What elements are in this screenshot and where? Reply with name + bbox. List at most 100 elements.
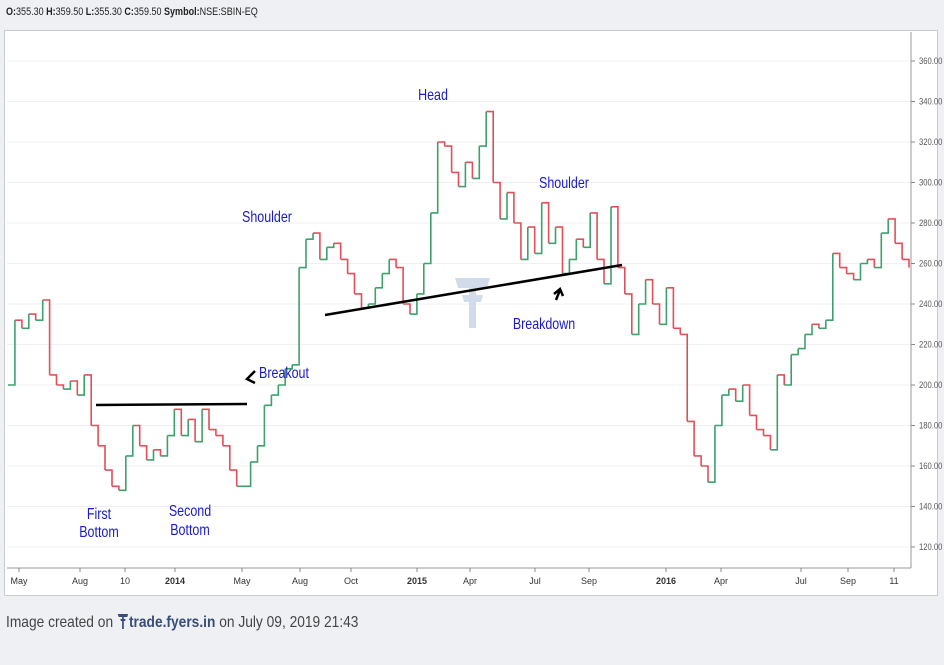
price-step — [673, 327, 682, 335]
second-bottom-label-line2: Bottom — [170, 522, 209, 540]
left-shoulder-label: Shoulder — [242, 209, 292, 227]
price-step — [812, 323, 820, 329]
price-step — [770, 374, 779, 451]
y-tick-label: 280.00 — [919, 217, 943, 228]
price-step — [125, 425, 134, 457]
price-step — [507, 191, 515, 223]
price-step — [382, 259, 390, 275]
price-step — [749, 414, 758, 430]
price-step — [798, 334, 806, 350]
price-step — [617, 266, 626, 294]
price-step — [784, 354, 792, 386]
price-step — [735, 385, 744, 402]
x-tick-label: Aug — [292, 576, 308, 586]
head-label: Head — [418, 87, 448, 105]
x-tick-label: 11 — [889, 576, 898, 586]
price-step — [763, 434, 772, 450]
price-step — [98, 445, 106, 471]
price-step — [791, 348, 799, 356]
breakout-label: Breakout — [259, 365, 309, 383]
price-step — [500, 192, 508, 220]
price-step — [818, 320, 827, 330]
price-step — [846, 272, 855, 280]
close-label: C: — [124, 6, 134, 18]
x-tick-label: 10 — [120, 576, 130, 586]
first-bottom-label-line2: Bottom — [79, 524, 118, 542]
price-step — [645, 278, 654, 304]
open-label: O: — [6, 6, 17, 18]
y-tick-label: 360.00 — [919, 55, 943, 66]
price-step — [257, 405, 266, 447]
y-tick-label: 140.00 — [919, 501, 943, 512]
price-step — [56, 384, 65, 390]
price-step — [825, 253, 834, 321]
price-step — [132, 424, 141, 446]
price-step — [708, 425, 716, 483]
y-tick-label: 340.00 — [919, 96, 943, 107]
price-step — [611, 206, 619, 268]
price-step — [895, 242, 903, 260]
price-step — [465, 161, 474, 179]
price-step — [874, 233, 883, 269]
x-tick-label: 2016 — [656, 576, 676, 586]
high-value: 359.50 — [55, 6, 84, 18]
price-step — [278, 368, 286, 386]
price-step — [389, 258, 397, 268]
price-step — [756, 428, 765, 436]
price-step — [583, 212, 591, 249]
y-tick-label: 220.00 — [919, 339, 943, 350]
price-step — [77, 374, 85, 396]
price-step — [28, 313, 37, 321]
price-step — [458, 162, 467, 188]
footer-brand: trade.fyers.in — [128, 614, 216, 631]
x-tick-label: Apr — [714, 576, 728, 586]
price-step — [91, 424, 99, 446]
price-step — [167, 409, 176, 437]
price-step — [250, 445, 259, 463]
price-step — [139, 445, 148, 460]
price-step — [430, 142, 439, 214]
price-step — [569, 239, 578, 261]
price-step — [222, 445, 231, 471]
price-step — [403, 303, 411, 315]
price-step — [49, 374, 58, 385]
price-step — [271, 385, 280, 396]
price-step — [555, 226, 564, 274]
y-tick-label: 160.00 — [919, 460, 943, 471]
price-step — [368, 287, 377, 305]
price-step — [652, 303, 661, 325]
price-step — [437, 141, 446, 147]
price-step — [21, 314, 30, 330]
price-step — [63, 381, 72, 390]
fyers-logo-icon — [117, 614, 129, 629]
x-tick-label: May — [233, 576, 251, 586]
price-step — [714, 395, 723, 427]
price-step — [701, 465, 709, 483]
price-step — [881, 218, 889, 234]
price-step — [721, 389, 730, 396]
close-value: 359.50 — [133, 6, 162, 18]
price-step — [112, 485, 120, 491]
price-step — [624, 293, 633, 335]
price-step — [860, 259, 869, 265]
price-step — [902, 258, 910, 268]
price-step — [8, 320, 16, 386]
y-tick-label: 300.00 — [919, 177, 943, 188]
breakout-arrow-icon — [244, 370, 256, 385]
price-step — [423, 212, 432, 265]
price-step — [534, 202, 543, 255]
x-tick-label: 2014 — [165, 576, 185, 586]
price-step — [479, 111, 487, 147]
double-bottom-neckline — [95, 402, 248, 407]
price-step — [146, 449, 155, 461]
price-step — [805, 324, 813, 336]
y-tick-label: 260.00 — [919, 258, 943, 269]
x-tick-label: Apr — [463, 576, 477, 586]
price-step — [548, 227, 557, 245]
price-step — [333, 242, 342, 260]
price-step — [680, 333, 688, 422]
x-tick-label: Sep — [840, 576, 856, 586]
low-label: L: — [85, 6, 95, 18]
x-tick-label: 2015 — [407, 576, 427, 586]
